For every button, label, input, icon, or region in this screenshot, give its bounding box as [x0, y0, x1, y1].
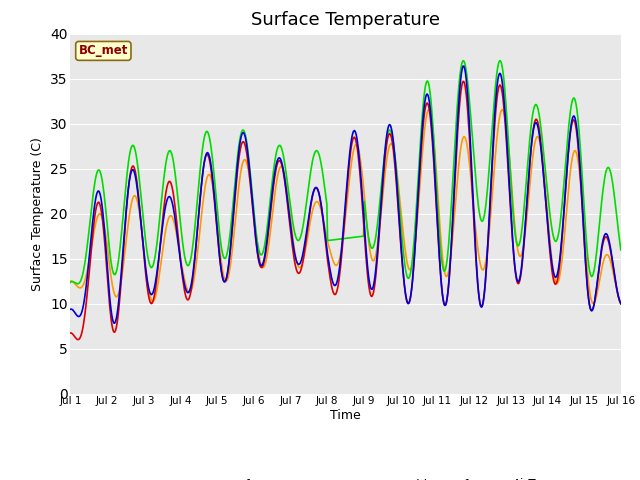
AirT	[617, 300, 625, 306]
NR01_Tsurf	[134, 186, 141, 192]
Y-axis label: Surface Temperature (C): Surface Temperature (C)	[31, 137, 44, 290]
AirT	[413, 228, 420, 233]
Title: Surface Temperature: Surface Temperature	[251, 11, 440, 29]
Line: NR01_PRT: NR01_PRT	[70, 66, 621, 323]
AirT	[429, 123, 436, 129]
NR01_Tsurf	[67, 330, 74, 336]
X-axis label: Time: Time	[330, 409, 361, 422]
NR01_PRT	[429, 145, 437, 151]
Arable_Tsurf	[219, 252, 227, 257]
Line: NR01_Tsurf: NR01_Tsurf	[70, 81, 621, 339]
NR01_PRT	[460, 63, 467, 69]
Arable_Tsurf	[413, 192, 421, 198]
NR01_Tsurf	[413, 212, 421, 218]
Arable_Tsurf	[77, 277, 85, 283]
AirT	[189, 282, 196, 288]
AirT	[133, 197, 141, 203]
Line: AirT: AirT	[70, 109, 621, 303]
NR01_PRT	[219, 275, 227, 281]
Text: BC_met: BC_met	[79, 44, 128, 58]
Arable_Tsurf	[617, 247, 625, 253]
NR01_PRT	[77, 312, 84, 318]
NR01_Tsurf	[77, 332, 85, 338]
Arable_Tsurf	[134, 163, 141, 169]
AirT	[77, 285, 84, 291]
Arable_Tsurf	[190, 236, 198, 241]
Arable_Tsurf	[74, 281, 81, 287]
NR01_PRT	[190, 265, 198, 271]
Legend: NR01_Tsurf, NR01_PRT, Arable_Tsurf, AirT: NR01_Tsurf, NR01_PRT, Arable_Tsurf, AirT	[150, 473, 541, 480]
NR01_PRT	[413, 208, 421, 214]
Line: Arable_Tsurf: Arable_Tsurf	[70, 60, 621, 284]
NR01_PRT	[617, 300, 625, 306]
NR01_Tsurf	[460, 78, 467, 84]
Arable_Tsurf	[67, 279, 74, 285]
AirT	[67, 278, 74, 284]
NR01_Tsurf	[219, 276, 227, 281]
NR01_PRT	[110, 320, 118, 326]
NR01_Tsurf	[617, 300, 625, 306]
AirT	[499, 107, 506, 112]
NR01_Tsurf	[190, 268, 198, 274]
NR01_Tsurf	[429, 151, 437, 157]
NR01_Tsurf	[74, 336, 82, 342]
NR01_PRT	[67, 306, 74, 312]
AirT	[218, 264, 226, 270]
NR01_PRT	[134, 190, 141, 195]
Arable_Tsurf	[496, 58, 504, 63]
Arable_Tsurf	[429, 128, 437, 134]
